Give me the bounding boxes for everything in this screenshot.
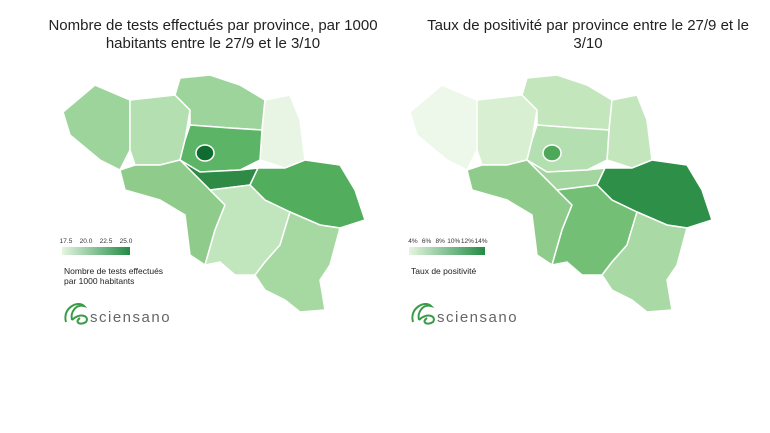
legend-tick-label: 25.0 bbox=[120, 238, 133, 245]
province bbox=[179, 124, 263, 173]
province bbox=[526, 124, 610, 173]
legend-tick-label: 10% bbox=[447, 238, 460, 245]
province bbox=[542, 144, 562, 162]
map-panel: Taux de positivité par province entre le… bbox=[408, 17, 749, 326]
province bbox=[254, 210, 341, 313]
legend-tick-label: 4% bbox=[408, 238, 418, 245]
legend-tick-label: 12% bbox=[461, 238, 474, 245]
map-title: Taux de positivité par province entre le… bbox=[427, 17, 749, 34]
legend-title: par 1000 habitants bbox=[64, 276, 134, 286]
province bbox=[62, 84, 131, 172]
province bbox=[259, 94, 306, 169]
province bbox=[601, 210, 688, 313]
legend-tick-label: 6% bbox=[422, 238, 432, 245]
legend-tick-label: 17.5 bbox=[60, 238, 73, 245]
logo-mark bbox=[411, 303, 435, 325]
logo-mark bbox=[64, 303, 88, 325]
legend-title: Nombre de tests effectués bbox=[64, 266, 163, 276]
map-panel: Nombre de tests effectués par province, … bbox=[48, 17, 377, 326]
legend-bar bbox=[62, 247, 130, 255]
map-title: Nombre de tests effectués par province, … bbox=[48, 17, 377, 34]
map-title: habitants entre le 27/9 et le 3/10 bbox=[106, 35, 320, 52]
legend-tick-label: 20.0 bbox=[80, 238, 93, 245]
legend-bar bbox=[409, 247, 485, 255]
province bbox=[409, 84, 478, 172]
legend-title: Taux de positivité bbox=[411, 266, 476, 276]
province bbox=[195, 144, 215, 162]
legend-tick-label: 14% bbox=[474, 238, 487, 245]
province bbox=[606, 94, 653, 169]
map-title: 3/10 bbox=[573, 35, 602, 52]
legend-tick-label: 22.5 bbox=[100, 238, 113, 245]
logo-text: sciensano bbox=[90, 309, 171, 326]
legend-tick-label: 8% bbox=[435, 238, 445, 245]
logo-text: sciensano bbox=[437, 309, 518, 326]
